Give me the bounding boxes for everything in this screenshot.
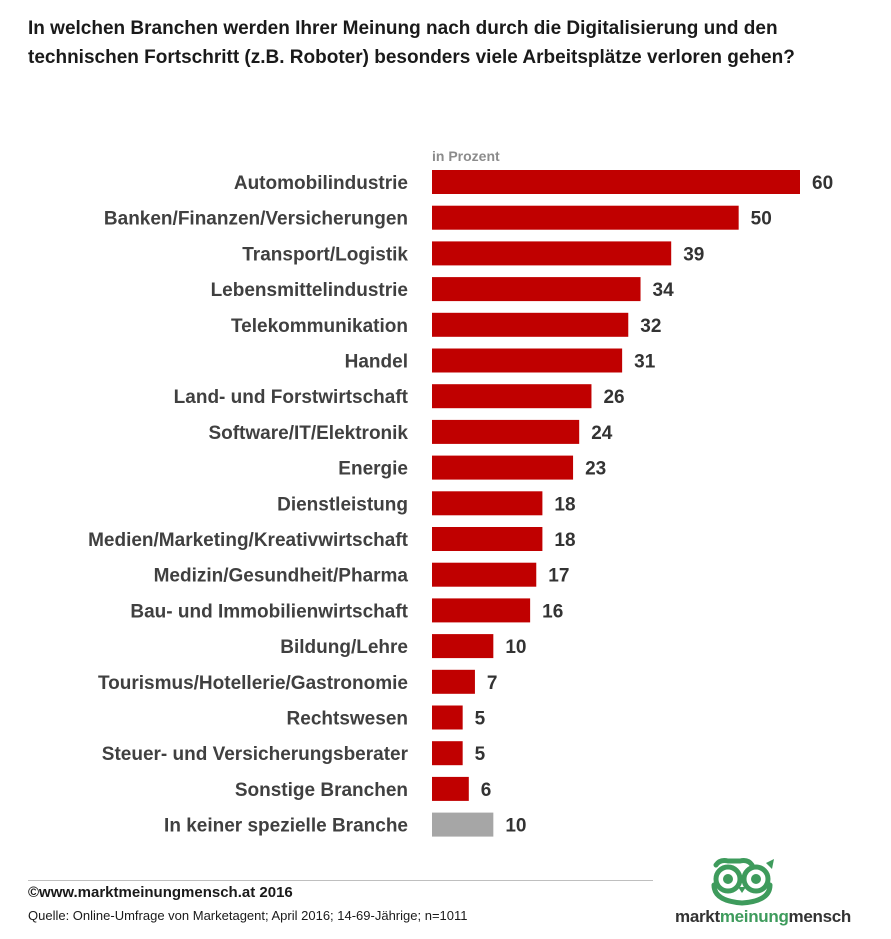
bar [432, 348, 623, 373]
category-label: Handel [345, 352, 408, 373]
bar [432, 705, 463, 730]
data-label: 5 [475, 709, 486, 730]
category-label: Dienstleistung [277, 494, 408, 515]
bar [432, 812, 494, 837]
bar [432, 384, 592, 409]
data-label: 18 [554, 530, 575, 551]
category-label: Land- und Forstwirtschaft [174, 387, 409, 408]
category-label: Tourismus/Hotellerie/Gastronomie [98, 673, 408, 694]
unit-label: in Prozent [432, 148, 500, 164]
source-note: Quelle: Online-Umfrage von Marketagent; … [28, 908, 468, 923]
data-label: 31 [634, 352, 656, 373]
data-label: 26 [603, 387, 624, 408]
data-label: 16 [542, 601, 563, 622]
category-label: Software/IT/Elektronik [208, 423, 408, 444]
footer-divider [28, 880, 653, 881]
data-label: 50 [751, 209, 772, 230]
bar [432, 170, 800, 194]
owl-icon [711, 858, 774, 906]
bar [432, 669, 475, 694]
data-label: 60 [812, 173, 833, 194]
category-label: Automobilindustrie [234, 173, 408, 194]
bar [432, 776, 469, 801]
category-label: Rechtswesen [287, 709, 408, 730]
bar [432, 205, 739, 230]
data-label: 10 [505, 637, 526, 658]
category-label: Sonstige Branchen [235, 780, 408, 801]
bar [432, 491, 543, 516]
copyright: ©www.marktmeinungmensch.at 2016 [28, 884, 293, 901]
data-label: 34 [653, 280, 675, 301]
data-label: 23 [585, 459, 606, 480]
category-label: Steuer- und Versicherungsberater [102, 744, 409, 765]
category-label: Banken/Finanzen/Versicherungen [104, 209, 408, 230]
bar [432, 419, 580, 444]
bar [432, 241, 672, 266]
bar [432, 527, 543, 551]
logo-wordmark: marktmeinungmensch [675, 907, 851, 926]
chart-title: In welchen Branchen werden Ihrer Meinung… [28, 18, 795, 68]
bar [432, 277, 641, 302]
data-label: 17 [548, 566, 569, 587]
bar [432, 634, 494, 659]
bar [432, 562, 537, 587]
category-label: Medien/Marketing/Kreativwirtschaft [88, 530, 409, 551]
bar [432, 312, 629, 337]
data-label: 32 [640, 316, 661, 337]
data-label: 18 [554, 494, 575, 515]
bar [432, 741, 463, 766]
data-label: 10 [505, 816, 526, 837]
data-label: 6 [481, 780, 492, 801]
category-label: Energie [338, 459, 408, 480]
category-label: Telekommunikation [231, 316, 408, 337]
data-label: 24 [591, 423, 613, 444]
category-label: Bildung/Lehre [280, 637, 408, 658]
category-label: Lebensmittelindustrie [211, 280, 408, 301]
data-label: 7 [487, 673, 498, 694]
category-label: In keiner spezielle Branche [164, 816, 408, 837]
data-label: 5 [475, 744, 486, 765]
logo: marktmeinungmensch [648, 857, 878, 929]
category-label: Medizin/Gesundheit/Pharma [154, 566, 409, 587]
category-label: Bau- und Immobilienwirtschaft [130, 601, 408, 622]
bar-chart: in Prozent Automobilindustrie 60 Banken/Fi… [88, 148, 833, 837]
category-label: Transport/Logistik [242, 244, 408, 265]
bar [432, 598, 531, 623]
data-label: 39 [683, 244, 704, 265]
bar [432, 455, 574, 480]
